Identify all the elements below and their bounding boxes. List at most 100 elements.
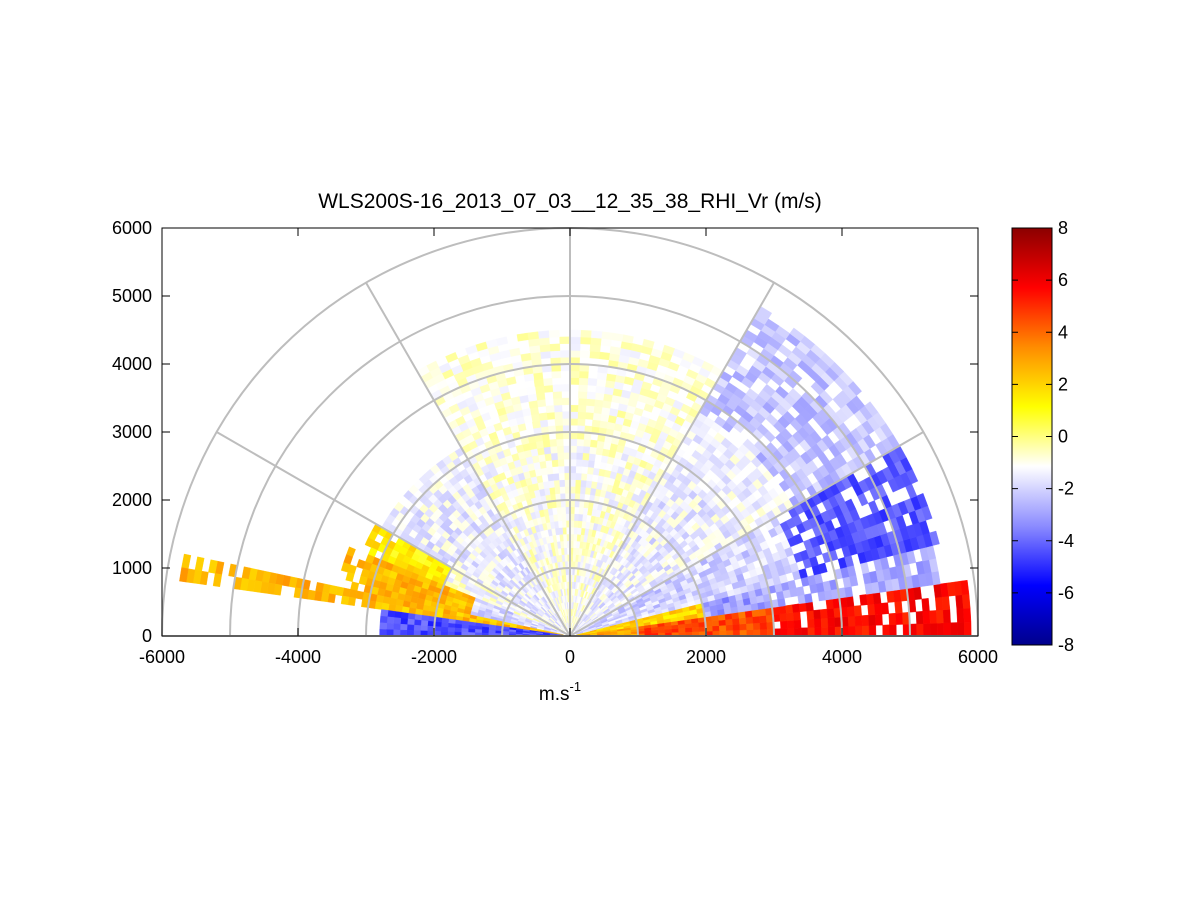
- velocity-cell: [212, 573, 223, 588]
- velocity-cell: [543, 384, 554, 393]
- velocity-cell: [551, 370, 562, 379]
- velocity-cell: [777, 597, 786, 607]
- velocity-cell: [725, 618, 734, 626]
- velocity-cell: [874, 603, 883, 615]
- velocity-cell: [573, 533, 578, 542]
- radial-line: [216, 431, 571, 637]
- velocity-cell: [516, 332, 529, 342]
- y-tick-labels: 0 1000 2000 3000 4000 5000 6000: [112, 218, 152, 646]
- velocity-cell: [589, 350, 601, 359]
- velocity-cell: [573, 527, 578, 535]
- velocity-cell: [744, 610, 753, 618]
- x-axis-label-base: m.s: [539, 684, 570, 705]
- colorbar-tick-label: 2: [1058, 374, 1068, 394]
- velocity-cell: [725, 624, 734, 631]
- velocity-cell: [414, 613, 423, 621]
- colorbar-tick-label: -8: [1058, 635, 1074, 655]
- velocity-cell: [532, 372, 544, 381]
- velocity-cell: [413, 624, 422, 632]
- velocity-cell: [942, 609, 951, 624]
- velocity-cell: [575, 540, 581, 549]
- velocity-cell: [447, 622, 456, 629]
- velocity-cell: [474, 629, 483, 634]
- velocity-cell: [759, 615, 767, 623]
- velocity-cell: [546, 411, 556, 420]
- velocity-cell: [732, 617, 740, 625]
- velocity-cell: [573, 520, 579, 528]
- velocity-cell: [789, 327, 805, 342]
- velocity-cell: [561, 411, 571, 419]
- velocity-cell: [569, 377, 580, 385]
- velocity-cell: [921, 598, 930, 612]
- velocity-cell: [569, 397, 579, 406]
- velocity-cell: [544, 453, 552, 462]
- velocity-cell: [549, 350, 561, 359]
- velocity-cell: [578, 391, 588, 399]
- velocity-cell: [608, 408, 619, 417]
- radial-line: [569, 282, 775, 637]
- velocity-cell: [548, 329, 560, 338]
- velocity-cell: [340, 562, 351, 573]
- velocity-cell: [585, 480, 593, 489]
- velocity-cell: [718, 619, 727, 626]
- colorbar-tick-label: -6: [1058, 583, 1074, 603]
- velocity-cell: [956, 608, 965, 623]
- velocity-cell: [393, 611, 402, 619]
- velocity-cell: [691, 626, 700, 632]
- velocity-cell: [488, 630, 496, 634]
- velocity-cell: [594, 453, 603, 463]
- y-tick-label: 1000: [112, 558, 152, 578]
- velocity-cell: [535, 440, 544, 449]
- plot-area: [161, 227, 979, 637]
- velocity-cell: [791, 603, 801, 613]
- x-tick-label: 0: [565, 647, 575, 667]
- velocity-cell: [915, 611, 924, 625]
- velocity-cell: [517, 387, 528, 397]
- velocity-cell: [577, 520, 583, 529]
- velocity-cell: [586, 466, 594, 475]
- velocity-cell: [527, 331, 539, 340]
- velocity-cell: [678, 627, 686, 633]
- velocity-cell: [400, 612, 409, 620]
- velocity-cell: [590, 337, 602, 346]
- velocity-cell: [558, 479, 566, 488]
- velocity-cell: [963, 607, 972, 623]
- radial-line: [569, 431, 924, 637]
- velocity-cell: [583, 439, 591, 447]
- velocity-cell: [549, 343, 561, 352]
- velocity-cell: [556, 452, 565, 460]
- velocity-cell: [960, 579, 970, 596]
- velocity-cell: [712, 625, 720, 632]
- velocity-cell: [538, 337, 550, 346]
- x-tick-label: 4000: [822, 647, 862, 667]
- velocity-cell: [745, 616, 754, 624]
- velocity-cell: [582, 445, 591, 454]
- velocity-cell: [553, 397, 563, 406]
- velocity-cell: [577, 418, 586, 426]
- velocity-cell: [820, 617, 829, 628]
- velocity-cell: [577, 513, 584, 522]
- velocity-cell: [779, 613, 788, 622]
- x-tick-labels: -6000 -4000 -2000 0 2000 4000 6000: [139, 647, 998, 667]
- velocity-cell: [569, 370, 580, 379]
- velocity-cell: [447, 627, 455, 633]
- velocity-cell: [574, 479, 582, 488]
- velocity-cell: [642, 338, 655, 349]
- velocity-cell: [381, 602, 390, 611]
- velocity-cell: [440, 626, 449, 632]
- velocity-cell: [552, 384, 562, 393]
- velocity-cell: [662, 344, 675, 356]
- velocity-cell: [386, 616, 395, 624]
- velocity-cell: [929, 622, 938, 637]
- velocity-cell: [739, 623, 747, 631]
- velocity-cell: [807, 627, 816, 637]
- velocity-cell: [413, 619, 422, 626]
- velocity-cell: [538, 412, 548, 421]
- velocity-cell: [554, 486, 561, 495]
- velocity-cell: [569, 411, 579, 419]
- velocity-cell: [407, 613, 416, 620]
- velocity-cell: [798, 602, 807, 613]
- velocity-cell: [179, 567, 189, 583]
- velocity-cell: [420, 620, 429, 627]
- velocity-cell: [562, 438, 571, 446]
